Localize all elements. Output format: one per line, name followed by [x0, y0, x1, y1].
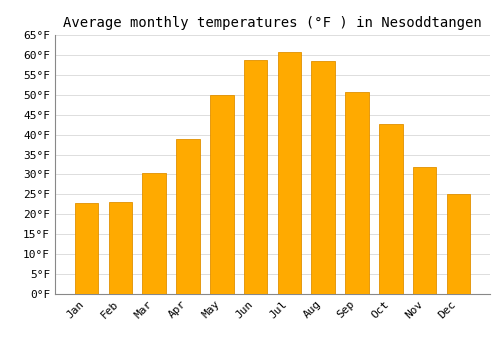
Bar: [142, 173, 166, 294]
Bar: [379, 124, 402, 294]
Bar: [108, 202, 132, 294]
Title: Average monthly temperatures (°F ) in Nesoddtangen: Average monthly temperatures (°F ) in Ne…: [63, 16, 482, 30]
Bar: [176, 139, 200, 294]
Bar: [312, 61, 335, 294]
Bar: [278, 52, 301, 294]
Bar: [75, 203, 98, 294]
Bar: [345, 92, 369, 294]
Bar: [210, 95, 234, 294]
Bar: [244, 60, 268, 294]
Bar: [413, 167, 436, 294]
Bar: [446, 194, 470, 294]
